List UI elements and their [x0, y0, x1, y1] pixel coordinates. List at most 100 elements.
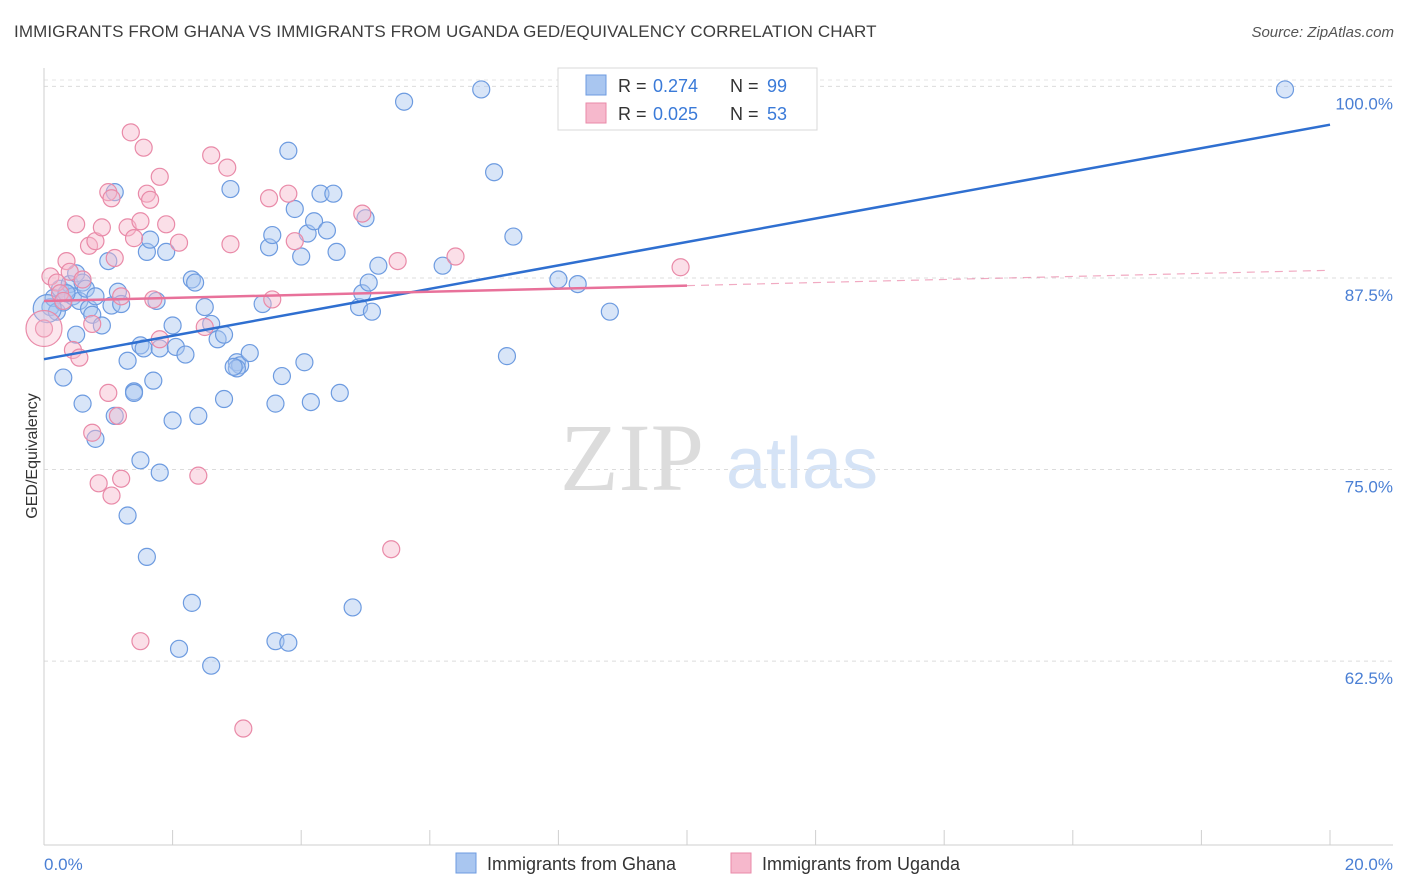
uganda-point	[446, 247, 465, 266]
ghana-point	[221, 179, 240, 199]
uganda-trend-line-extension	[686, 269, 1331, 287]
legend-n-value-uganda: 53	[767, 104, 787, 124]
ghana-point	[150, 339, 169, 358]
ghana-point	[137, 547, 156, 566]
ghana-point	[330, 383, 349, 402]
ghana-point	[195, 297, 214, 317]
ghana-point	[301, 392, 320, 412]
ghana-point	[214, 389, 234, 409]
x-tick-label-min: 0.0%	[44, 855, 83, 874]
ghana-point	[157, 242, 176, 262]
legend-r-value-ghana: 0.274	[653, 76, 698, 96]
uganda-point	[92, 218, 111, 237]
y-tick-label: 100.0%	[1335, 94, 1393, 113]
watermark-atlas: atlas	[726, 424, 878, 504]
x-axis-ticks	[43, 830, 1331, 845]
legend-swatch-uganda	[585, 102, 607, 124]
ghana-point	[208, 330, 227, 349]
uganda-point	[73, 270, 92, 289]
ghana-point	[73, 394, 92, 413]
correlation-legend: R = 0.274 N = 99 R = 0.025 N = 53	[557, 67, 818, 131]
ghana-trend-line	[43, 123, 1331, 361]
ghana-point	[150, 463, 169, 482]
ghana-point	[186, 273, 205, 292]
ghana-point	[266, 394, 285, 413]
ghana-point	[285, 199, 304, 219]
series-legend-label-uganda: Immigrants from Uganda	[762, 854, 961, 874]
ghana-point	[433, 256, 452, 275]
ghana-point	[163, 316, 182, 335]
series-legend-swatch-uganda	[730, 852, 752, 874]
uganda-points	[25, 123, 690, 738]
ghana-point	[263, 225, 282, 245]
legend-r-label-ghana: R =	[618, 76, 647, 96]
uganda-point	[102, 189, 121, 208]
uganda-point	[99, 383, 118, 402]
uganda-point	[47, 273, 66, 292]
y-tick-labels: 100.0% 87.5% 75.0% 62.5%	[1335, 94, 1393, 688]
ghana-point	[568, 274, 587, 294]
uganda-point	[221, 235, 240, 254]
ghana-point	[189, 406, 208, 425]
ghana-point	[343, 598, 362, 617]
ghana-points	[32, 80, 1295, 675]
uganda-point	[279, 184, 298, 203]
ghana-point	[231, 356, 250, 375]
ghana-point	[140, 230, 160, 249]
ghana-point	[272, 366, 292, 386]
y-tick-label: 75.0%	[1345, 478, 1393, 497]
chart-title: IMMIGRANTS FROM GHANA VS IMMIGRANTS FROM…	[14, 22, 877, 41]
legend-r-label-uganda: R =	[618, 104, 647, 124]
uganda-trend-line	[43, 284, 688, 303]
uganda-point	[140, 190, 160, 209]
y-tick-label: 87.5%	[1345, 286, 1393, 305]
uganda-point	[134, 138, 153, 157]
ghana-point	[86, 287, 105, 306]
uganda-point	[83, 314, 102, 334]
ghana-point	[359, 273, 378, 292]
ghana-point	[144, 371, 163, 390]
ghana-point	[182, 593, 201, 612]
ghana-point	[118, 351, 137, 370]
ghana-point	[472, 80, 491, 99]
ghana-point	[311, 184, 330, 203]
uganda-point	[124, 229, 144, 248]
ghana-point	[485, 163, 504, 182]
trend-lines	[43, 123, 1331, 361]
x-tick-label-max: 20.0%	[1345, 855, 1393, 874]
uganda-point	[157, 215, 176, 234]
ghana-point	[549, 270, 568, 289]
ghana-point	[67, 325, 86, 344]
ghana-point	[304, 212, 324, 231]
ghana-point	[327, 242, 346, 262]
uganda-point	[218, 158, 237, 177]
uganda-point	[102, 486, 121, 505]
uganda-point	[83, 423, 102, 442]
ghana-point	[362, 302, 382, 321]
ghana-point	[504, 227, 523, 246]
legend-n-value-ghana: 99	[767, 76, 787, 96]
uganda-point	[79, 236, 99, 255]
legend-r-value-uganda: 0.025	[653, 104, 698, 124]
ghana-point	[214, 325, 234, 344]
ghana-point	[54, 368, 73, 387]
uganda-point	[169, 233, 189, 252]
ghana-point	[240, 343, 259, 363]
watermark: ZIP atlas	[560, 404, 878, 511]
ghana-point	[131, 451, 150, 470]
ghana-point	[176, 345, 195, 364]
ghana-point	[279, 141, 298, 160]
ghana-point	[202, 656, 221, 675]
uganda-point	[150, 167, 169, 186]
ghana-point	[169, 639, 189, 658]
ghana-point	[1275, 80, 1295, 99]
uganda-point	[108, 406, 128, 425]
uganda-point	[112, 469, 131, 488]
uganda-point	[131, 212, 150, 231]
uganda-point	[121, 123, 140, 142]
uganda-point	[131, 632, 150, 651]
ghana-point	[600, 302, 619, 321]
ghana-point	[394, 92, 414, 111]
ghana-point	[166, 337, 185, 357]
legend-n-label-uganda: N =	[730, 104, 759, 124]
